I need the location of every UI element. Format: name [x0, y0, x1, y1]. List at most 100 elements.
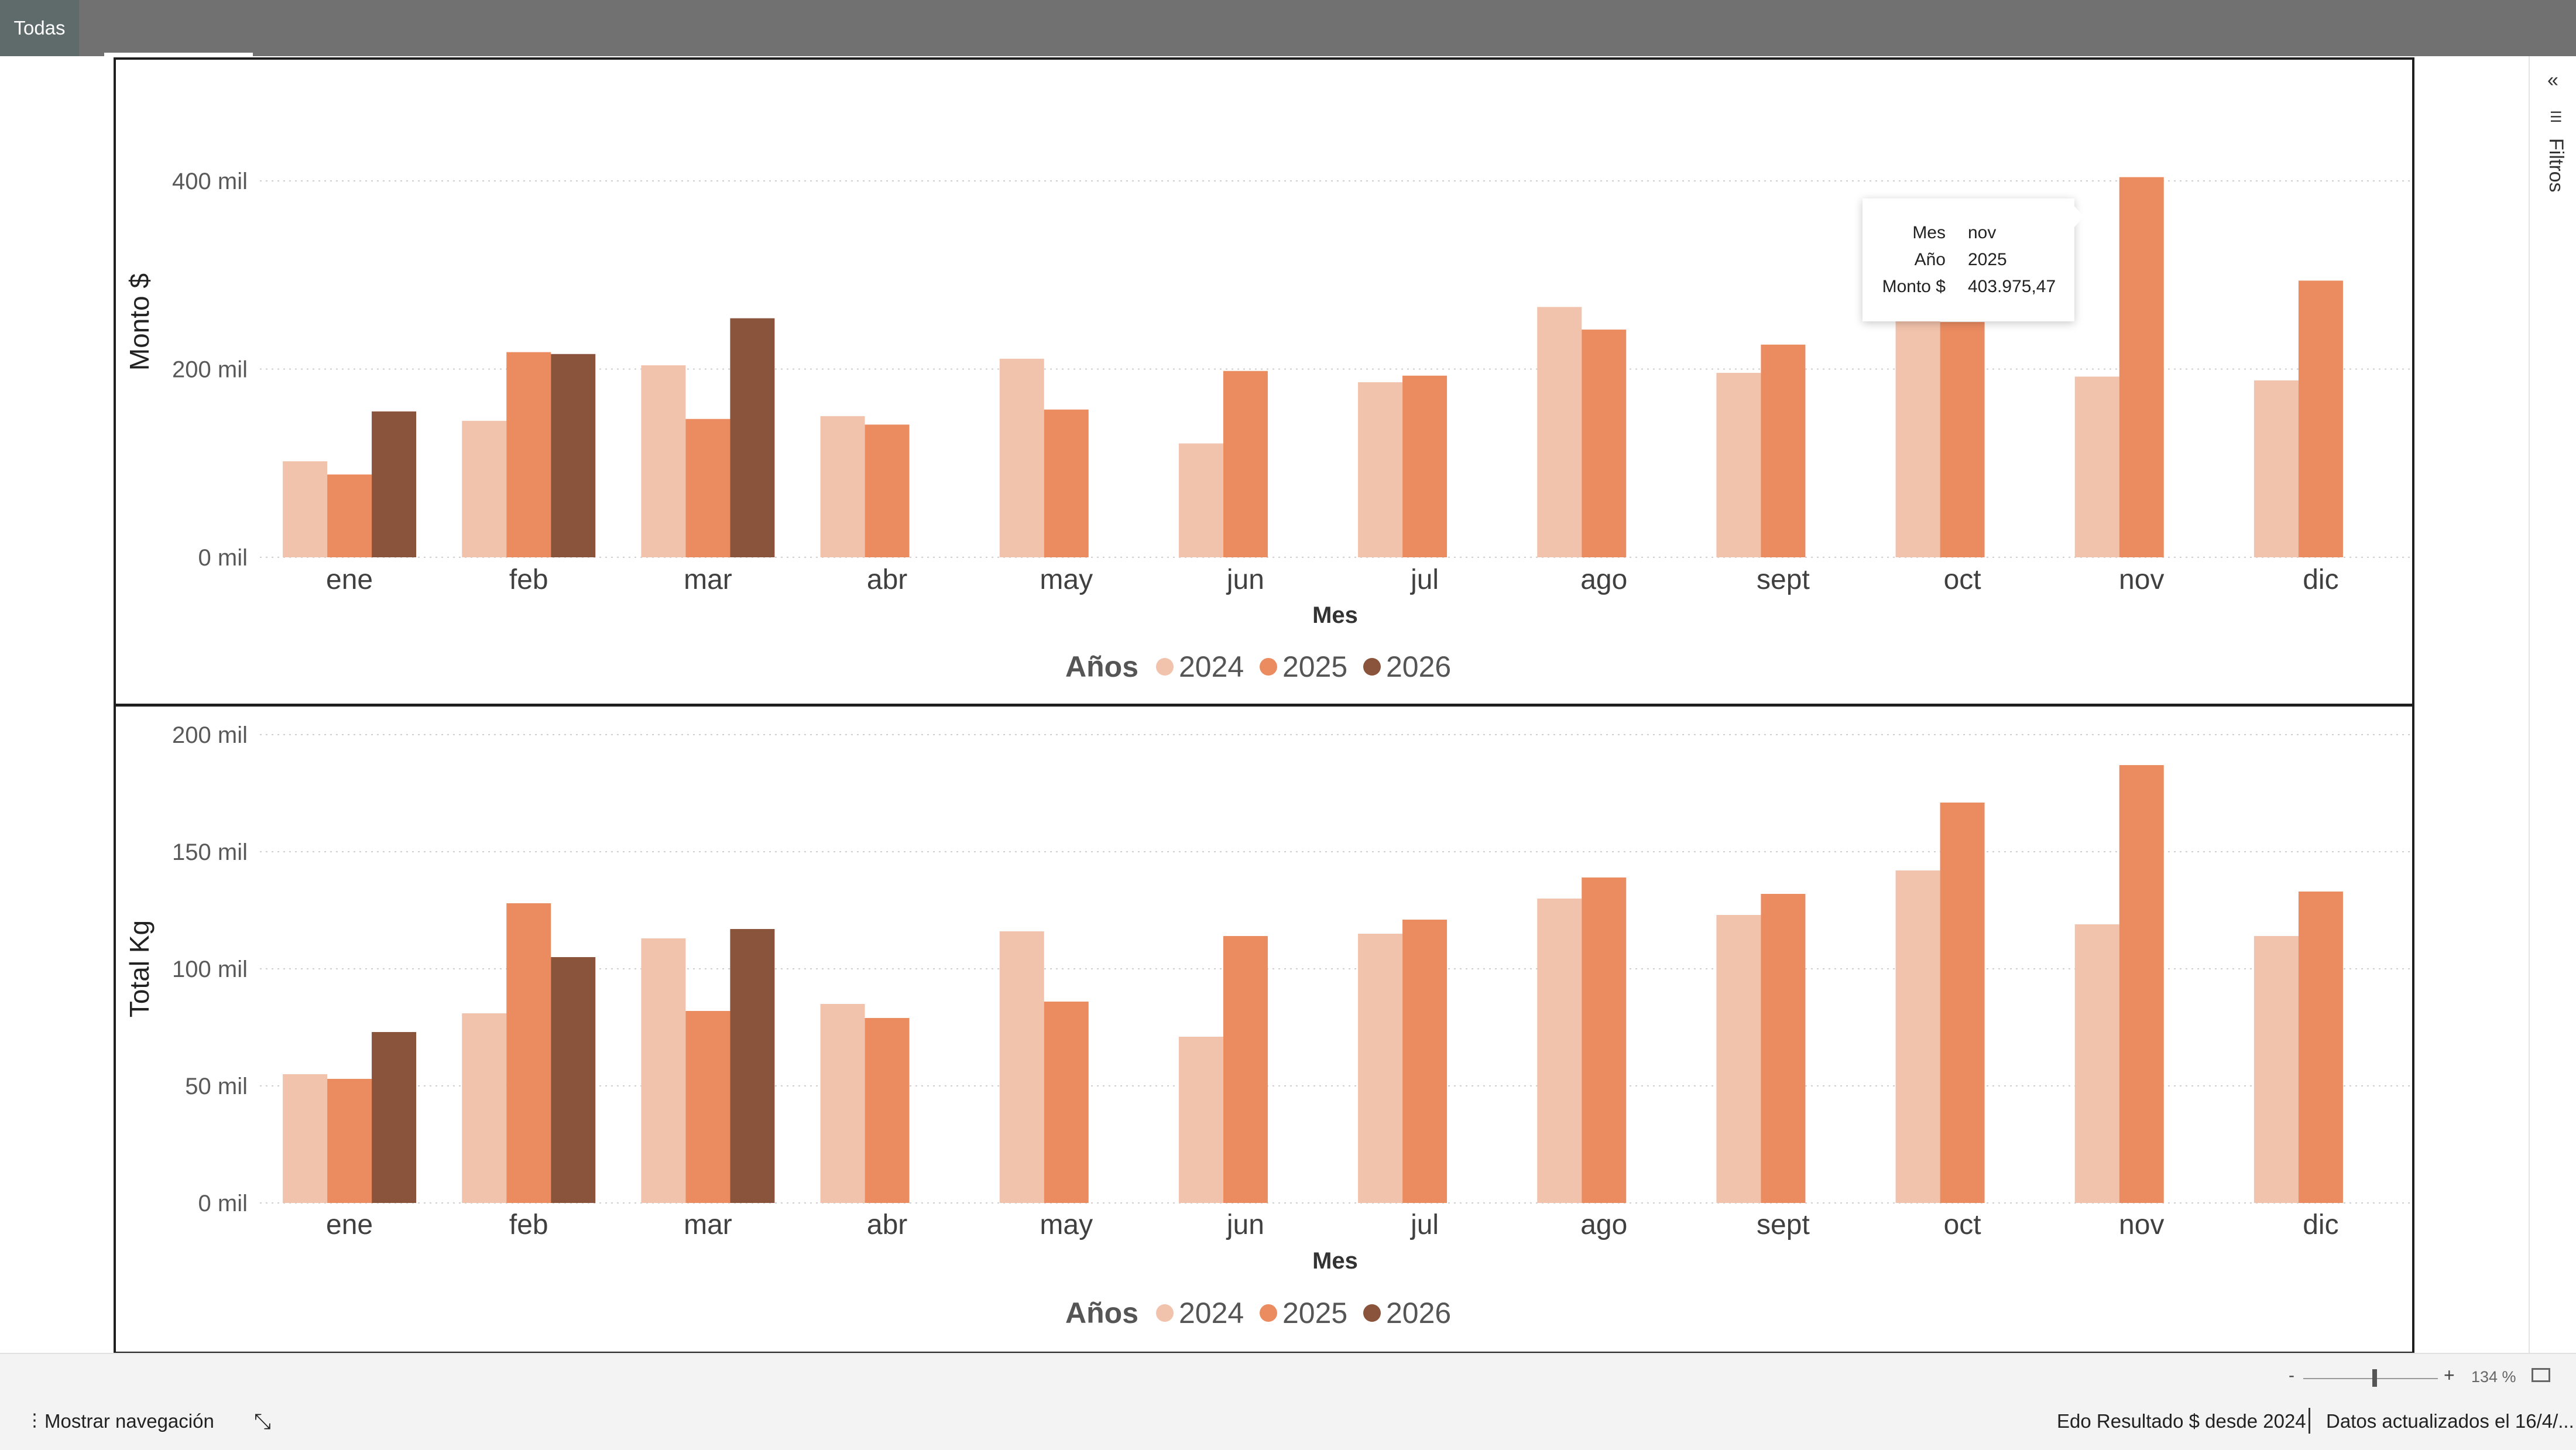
legend-label: 2026: [1386, 650, 1451, 683]
y-tick-label: 0 mil: [198, 545, 248, 571]
bar-2025-abr: [865, 1018, 910, 1203]
bar-2025-abr: [865, 424, 910, 557]
bar-2025-dic: [2298, 280, 2343, 557]
bar-2026-mar: [730, 318, 775, 557]
x-tick-label: abr: [867, 1209, 907, 1240]
bar-2025-oct: [1940, 322, 1985, 557]
tab-todas[interactable]: Todas: [0, 0, 79, 56]
y-tick-label: 50 mil: [185, 1074, 248, 1099]
y-tick-label: 0 mil: [198, 1191, 248, 1216]
kg-chart-panel[interactable]: 0 mil 50 mil 100 mil 150 mil 200 mil ene feb ma…: [114, 704, 2414, 1354]
x-tick-label: jul: [1409, 1209, 1439, 1240]
legend-marker-2024: [1156, 658, 1174, 676]
bar-2024-dic: [2253, 380, 2299, 557]
bar-2024-oct: [1895, 314, 1940, 557]
show-navigation-button[interactable]: Mostrar navegación: [44, 1410, 214, 1432]
bar-2024-abr: [820, 416, 865, 557]
tooltip-key: Mes: [1912, 223, 1946, 242]
y-axis-title: Total Kg: [124, 920, 155, 1017]
x-tick-label: nov: [2119, 1209, 2164, 1240]
bar-2024-ago: [1537, 307, 1582, 557]
tooltip-pointer: [2074, 206, 2084, 227]
bar-2025-feb: [506, 903, 551, 1203]
monto-bar-chart[interactable]: 0 mil 200 mil 400 mil ene feb mar abr may jun jul…: [116, 60, 2412, 704]
bar-2025-oct: [1940, 803, 1985, 1203]
y-tick-label: 100 mil: [172, 957, 248, 982]
bar-2025-nov: [2119, 765, 2164, 1203]
navigation-icon[interactable]: ⋮: [26, 1411, 43, 1430]
bar-2025-may: [1044, 409, 1089, 557]
zoom-level: 134 %: [2471, 1368, 2516, 1386]
x-axis-title: Mes: [1312, 1248, 1358, 1274]
fit-to-page-icon[interactable]: [2532, 1368, 2550, 1382]
y-axis-title: Monto $: [124, 273, 155, 371]
x-tick-label: ene: [326, 564, 373, 595]
filters-pane[interactable]: « ☰ Filtros: [2529, 56, 2576, 1353]
legend-label: 2026: [1386, 1297, 1451, 1329]
x-tick-label: sept: [1757, 564, 1810, 595]
bar-2024-nov: [2074, 376, 2119, 557]
bar-2024-feb: [462, 1013, 507, 1203]
bar-2024-nov: [2074, 924, 2119, 1203]
bar-2025-jul: [1402, 920, 1448, 1203]
legend-title: Años: [1065, 1297, 1138, 1329]
bar-2026-mar: [730, 929, 775, 1203]
zoom-in-button[interactable]: +: [2444, 1365, 2455, 1386]
zoom-slider-handle[interactable]: [2372, 1369, 2377, 1387]
tooltip-value: 2025: [1968, 250, 2007, 269]
tooltip-row-mes: Mes nov: [1862, 223, 2074, 250]
x-tick-label: mar: [684, 1209, 732, 1240]
bar-2024-ene: [283, 1074, 328, 1203]
x-tick-label: nov: [2119, 564, 2164, 595]
x-tick-label: dic: [2303, 1209, 2338, 1240]
expand-arrows-icon[interactable]: ⤡: [254, 1409, 271, 1433]
x-tick-label: feb: [509, 564, 548, 595]
bar-2025-dic: [2298, 892, 2343, 1203]
x-axis-title: Mes: [1312, 602, 1358, 628]
x-tick-label: abr: [867, 564, 907, 595]
bar-2025-mar: [685, 1011, 730, 1203]
x-tick-label: ene: [326, 1209, 373, 1240]
bar-2025-nov: [2119, 177, 2164, 557]
tooltip-row-ano: Año 2025: [1862, 250, 2074, 277]
bar-2025-jun: [1223, 936, 1268, 1203]
x-tick-label: jul: [1409, 564, 1439, 595]
x-tick-label: feb: [509, 1209, 548, 1240]
status-divider: [2309, 1408, 2310, 1434]
x-tick-label: dic: [2303, 564, 2338, 595]
y-tick-label: 150 mil: [172, 839, 248, 865]
bar-2024-abr: [820, 1004, 865, 1203]
bar-2025-mar: [685, 419, 730, 557]
data-updated-text: Datos actualizados el 16/4/...: [2326, 1410, 2574, 1432]
bar-2025-ene: [327, 474, 372, 557]
bar-2026-ene: [372, 1032, 417, 1203]
bar-2024-may: [999, 931, 1044, 1203]
kg-bar-chart[interactable]: 0 mil 50 mil 100 mil 150 mil 200 mil ene feb ma…: [116, 707, 2412, 1352]
bar-2026-ene: [372, 411, 417, 557]
top-bar: Todas: [0, 0, 2576, 56]
bar-2026-feb: [551, 354, 596, 557]
legend-marker-2025: [1260, 1304, 1277, 1322]
legend-label: 2024: [1179, 1297, 1244, 1329]
y-tick-label: 400 mil: [172, 169, 248, 194]
x-tick-label: may: [1040, 564, 1093, 595]
bar-2024-oct: [1895, 870, 1940, 1203]
x-tick-label: oct: [1944, 1209, 1981, 1240]
monto-chart-panel[interactable]: 0 mil 200 mil 400 mil ene feb mar abr may jun jul…: [114, 57, 2414, 706]
filters-label[interactable]: Filtros: [2545, 138, 2567, 193]
bar-2024-feb: [462, 420, 507, 557]
tooltip-value: 403.975,47: [1968, 277, 2056, 296]
bar-2025-ene: [327, 1079, 372, 1203]
chart-tooltip: Mes nov Año 2025 Monto $ 403.975,47: [1862, 198, 2074, 321]
x-tick-label: oct: [1944, 564, 1981, 595]
bar-2024-jul: [1358, 382, 1403, 557]
bar-2025-ago: [1582, 329, 1627, 557]
bar-2025-ago: [1582, 877, 1627, 1203]
double-chevron-left-icon[interactable]: «: [2547, 69, 2558, 91]
status-bar: - + 134 % ⋮ Mostrar navegación ⤡ Edo Res…: [0, 1353, 2576, 1450]
zoom-slider[interactable]: [2303, 1378, 2438, 1379]
bar-2025-sept: [1761, 894, 1806, 1203]
zoom-out-button[interactable]: -: [2289, 1366, 2294, 1385]
legend-marker-2026: [1363, 1304, 1381, 1322]
tooltip-key: Monto $: [1882, 277, 1946, 296]
